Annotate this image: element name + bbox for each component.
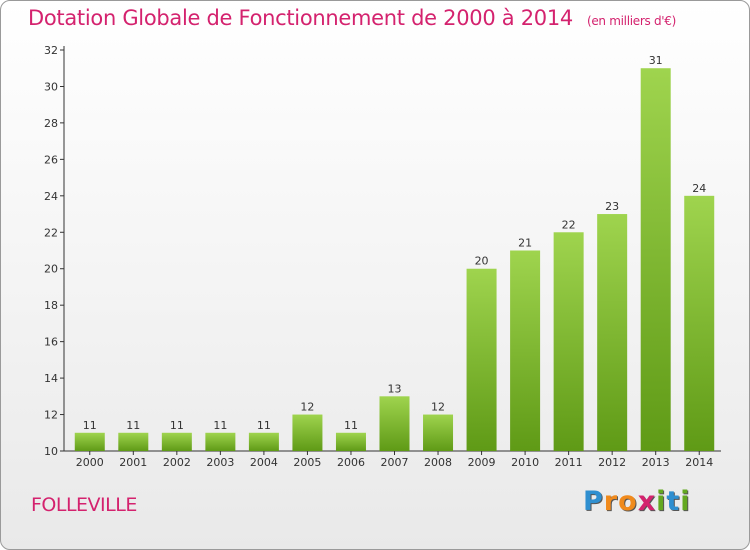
proxiti-logo: Proxiti — [583, 486, 691, 517]
x-tick-label: 2003 — [206, 456, 234, 469]
y-tick-label: 24 — [44, 190, 58, 203]
y-tick-label: 10 — [44, 445, 58, 458]
chart-bars — [74, 68, 715, 452]
x-tick-label: 2007 — [381, 456, 409, 469]
unit-note: (en milliers d'€) — [586, 14, 676, 28]
bar — [118, 432, 149, 451]
y-tick-label: 20 — [44, 263, 58, 276]
bar — [553, 232, 584, 451]
x-tick-label: 2000 — [76, 456, 104, 469]
bar — [205, 432, 236, 451]
x-tick-label: 2001 — [119, 456, 147, 469]
bar — [510, 250, 541, 451]
bar — [74, 432, 105, 451]
x-tick-label: 2008 — [424, 456, 452, 469]
x-tick-label: 2006 — [337, 456, 365, 469]
bar — [466, 268, 497, 451]
x-tick-label: 2002 — [163, 456, 191, 469]
bar — [684, 195, 715, 451]
chart-axes: 10 12 14 16 18 20 22 24 26 28 30 32 2000 2001 2002 2003… — [44, 44, 721, 469]
y-tick-label: 12 — [44, 409, 58, 422]
y-tick-label: 14 — [44, 372, 58, 385]
y-tick-label: 18 — [44, 299, 58, 312]
bar-value-label: 24 — [692, 182, 706, 195]
x-tick-label: 2005 — [293, 456, 321, 469]
x-tick-label: 2013 — [642, 456, 670, 469]
bar-value-label: 13 — [388, 382, 402, 395]
bar-value-label: 20 — [475, 255, 489, 268]
y-tick-label: 32 — [44, 44, 58, 57]
bar-value-label: 31 — [649, 54, 663, 67]
bar-value-label: 23 — [605, 200, 619, 213]
y-tick-label: 30 — [44, 80, 58, 93]
bar-value-label: 21 — [518, 237, 532, 250]
bar — [423, 414, 454, 451]
bar-value-label: 11 — [257, 419, 271, 432]
bar-value-label: 11 — [344, 419, 358, 432]
chart-title: Dotation Globale de Fonctionnement de 20… — [28, 6, 676, 30]
logo-letter: o — [618, 486, 638, 517]
logo-letter: i — [680, 486, 691, 517]
bar-value-label: 11 — [213, 419, 227, 432]
y-tick-label: 16 — [44, 336, 58, 349]
bar-value-label: 11 — [170, 419, 184, 432]
bar — [335, 432, 366, 451]
x-tick-label: 2010 — [511, 456, 539, 469]
bar-value-label: 12 — [431, 401, 445, 414]
bar-value-label: 12 — [300, 401, 314, 414]
x-tick-label: 2012 — [598, 456, 626, 469]
city-name: FOLLEVILLE — [31, 494, 137, 516]
y-tick-label: 26 — [44, 153, 58, 166]
x-tick-label: 2004 — [250, 456, 278, 469]
logo-letter: t — [666, 486, 681, 517]
bar — [597, 214, 628, 451]
bar — [292, 414, 323, 451]
logo-letter: P — [583, 486, 604, 517]
bar — [161, 432, 192, 451]
bar-value-label: 11 — [83, 419, 97, 432]
logo-letter: x — [637, 486, 657, 517]
bar-value-label: 11 — [126, 419, 140, 432]
x-tick-label: 2014 — [685, 456, 713, 469]
x-tick-label: 2011 — [555, 456, 583, 469]
bar — [640, 68, 671, 452]
y-tick-label: 22 — [44, 226, 58, 239]
bar-value-label: 22 — [562, 218, 576, 231]
chart-title-text: Dotation Globale de Fonctionnement de 20… — [28, 6, 573, 30]
x-tick-label: 2009 — [468, 456, 496, 469]
y-tick-label: 28 — [44, 117, 58, 130]
chart-data-labels: 11 11 11 11 11 12 11 13 12 20 21 22 23 31 24 — [83, 54, 706, 432]
logo-letter: r — [603, 486, 619, 517]
bar — [379, 396, 410, 451]
bar — [248, 432, 279, 451]
logo-letter: i — [656, 486, 667, 517]
